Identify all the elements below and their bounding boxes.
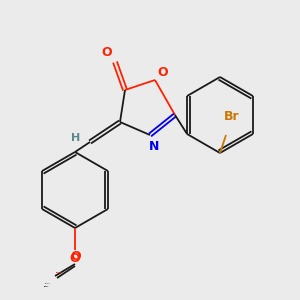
Text: O: O: [70, 251, 80, 265]
Text: O: O: [71, 250, 81, 263]
Text: N: N: [149, 140, 159, 154]
Text: H: H: [71, 133, 81, 143]
Text: O: O: [158, 65, 168, 79]
Text: Br: Br: [224, 110, 240, 124]
Text: O: O: [102, 46, 112, 59]
Text: methoxy: methoxy: [45, 283, 51, 284]
Text: methyl: methyl: [44, 285, 50, 286]
Text: methoxy: methoxy: [56, 272, 62, 273]
